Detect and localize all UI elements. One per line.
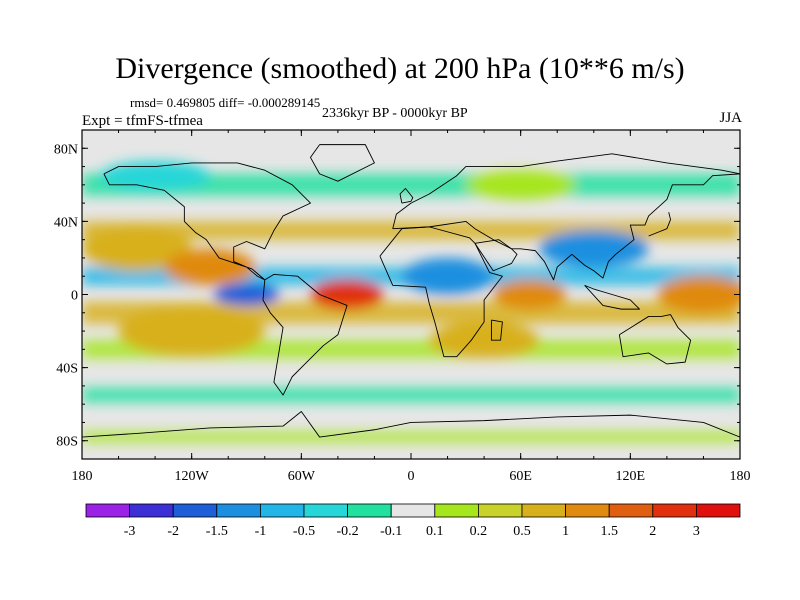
lat-tick-label: 80S bbox=[56, 435, 78, 450]
season-label: JJA bbox=[719, 110, 742, 126]
field-blob bbox=[118, 305, 265, 357]
map-title: Divergence (smoothed) at 200 hPa (10**6 … bbox=[115, 52, 685, 85]
lon-tick-label: 60W bbox=[288, 469, 316, 484]
field-band bbox=[82, 173, 740, 196]
lat-tick-label: 40S bbox=[56, 362, 78, 377]
colorbar-swatch bbox=[347, 503, 392, 518]
colorbar-swatch bbox=[172, 503, 218, 518]
colorbar-label: 0.2 bbox=[470, 524, 488, 539]
coastline bbox=[648, 212, 671, 237]
colorbar-swatch bbox=[303, 503, 348, 518]
colorbar-label: 1 bbox=[562, 524, 569, 539]
colorbar-label: 0.5 bbox=[513, 524, 531, 539]
coastline bbox=[379, 226, 503, 358]
lon-tick-label: 60E bbox=[509, 469, 532, 484]
coastline bbox=[490, 319, 503, 341]
lat-tick-label: 80N bbox=[54, 142, 78, 157]
experiment-label: Expt = tfmFS-tfmea bbox=[82, 113, 203, 129]
field-blob bbox=[100, 161, 210, 191]
lon-tick-label: 180 bbox=[730, 469, 751, 484]
colorbar-swatch bbox=[85, 503, 130, 518]
coastline bbox=[392, 153, 740, 229]
period-label: 2336kyr BP - 0000kyr BP bbox=[322, 106, 468, 121]
lon-tick-label: 180 bbox=[72, 469, 93, 484]
colorbar-swatch bbox=[565, 503, 610, 518]
field-blob bbox=[310, 279, 384, 310]
colorbar-label: -3 bbox=[124, 524, 136, 539]
lon-tick-label: 120W bbox=[175, 469, 210, 484]
colorbar-label: 1.5 bbox=[600, 524, 618, 539]
divergence-field bbox=[82, 161, 740, 443]
colorbar-swatch bbox=[390, 503, 436, 518]
axis-ticks: 180 120W 60W 0 60E 120E 180 80N 40N 0 40S 80S bbox=[54, 129, 751, 484]
field-blob bbox=[164, 248, 256, 286]
colorbar-swatch bbox=[696, 503, 741, 518]
colorbar-swatch bbox=[434, 503, 479, 518]
field-blob bbox=[465, 170, 576, 200]
lon-tick-label: 0 bbox=[408, 469, 415, 484]
field-blob bbox=[429, 321, 539, 359]
colorbar-label: -1.5 bbox=[206, 524, 228, 539]
coastlines bbox=[82, 144, 740, 438]
colorbar-label: -0.1 bbox=[380, 524, 402, 539]
coastline bbox=[474, 239, 518, 272]
colorbar-swatch bbox=[521, 503, 566, 518]
colorbar-swatch bbox=[477, 503, 523, 518]
colorbar: -3 -2 -1.5 -1 -0.5 -0.2 -0.1 0.1 0.2 0.5 1 1.5 2 3 bbox=[85, 503, 741, 539]
lat-tick-label: 0 bbox=[71, 289, 78, 304]
field-blob bbox=[401, 257, 494, 295]
lon-tick-label: 120E bbox=[616, 469, 646, 484]
colorbar-swatch bbox=[608, 503, 654, 518]
stats-line: rmsd= 0.469805 diff= -0.000289145 bbox=[130, 95, 321, 110]
map-panel bbox=[82, 130, 740, 459]
colorbar-label: -0.5 bbox=[293, 524, 315, 539]
colorbar-label: 3 bbox=[693, 524, 700, 539]
colorbar-swatch bbox=[652, 503, 697, 518]
colorbar-label: -2 bbox=[167, 524, 179, 539]
coastline bbox=[310, 144, 375, 182]
coastline bbox=[262, 273, 348, 396]
colorbar-swatch bbox=[259, 503, 305, 518]
colorbar-swatch bbox=[216, 503, 261, 518]
lat-tick-label: 40N bbox=[54, 215, 78, 230]
coastline bbox=[618, 314, 692, 365]
coastline bbox=[392, 173, 740, 281]
field-band bbox=[82, 431, 740, 443]
colorbar-label: 0.1 bbox=[426, 524, 444, 539]
colorbar-label: -0.2 bbox=[337, 524, 359, 539]
colorbar-swatch bbox=[129, 503, 174, 518]
coastline bbox=[82, 411, 740, 438]
coastline bbox=[584, 284, 640, 310]
colorbar-label: 2 bbox=[649, 524, 656, 539]
field-blob bbox=[82, 226, 192, 271]
field-band bbox=[82, 387, 740, 403]
field-blob bbox=[213, 283, 280, 306]
coastline bbox=[399, 188, 414, 204]
coastline bbox=[103, 162, 311, 281]
field-blob bbox=[493, 279, 567, 310]
colorbar-label: -1 bbox=[255, 524, 267, 539]
field-blob bbox=[657, 276, 740, 313]
field-blob bbox=[538, 230, 649, 268]
